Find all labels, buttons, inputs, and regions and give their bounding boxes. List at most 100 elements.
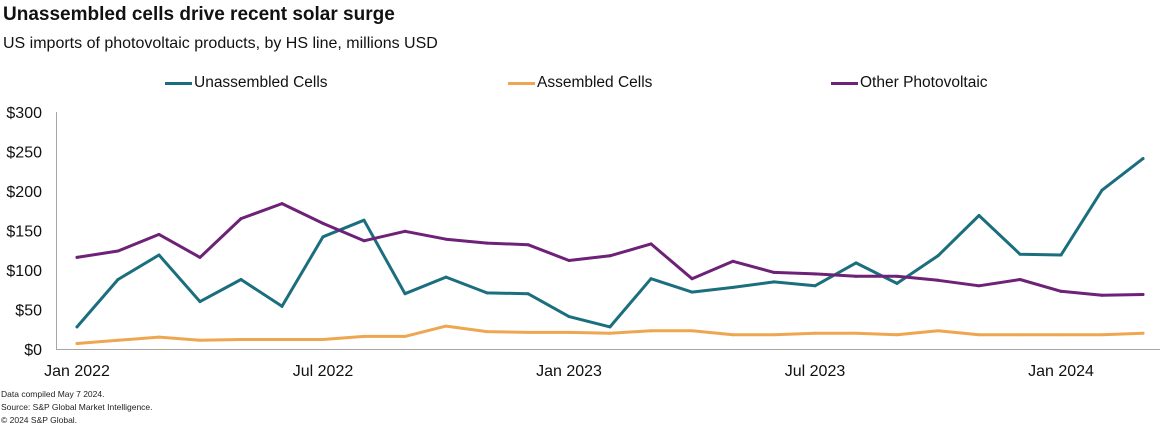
data-point-unassembled-cells: [403, 292, 407, 296]
x-tick-label: Jul 2023: [785, 363, 846, 380]
footer-copyright: © 2024 S&P Global.: [1, 415, 78, 425]
series-line-assembled-cells: [75, 324, 1145, 345]
data-point-other-photovoltaic: [1018, 277, 1022, 281]
data-point-unassembled-cells: [280, 304, 284, 308]
data-point-other-photovoltaic: [772, 270, 776, 274]
legend-swatch-assembled-cells: [508, 81, 535, 85]
data-point-unassembled-cells: [116, 277, 120, 281]
data-point-unassembled-cells: [977, 213, 981, 217]
data-point-unassembled-cells: [444, 275, 448, 279]
data-point-other-photovoltaic: [280, 202, 284, 206]
data-point-other-photovoltaic: [1141, 292, 1145, 296]
data-point-assembled-cells: [485, 330, 489, 334]
data-point-assembled-cells: [690, 329, 694, 333]
legend-swatch-other-photovoltaic: [831, 81, 858, 85]
data-point-assembled-cells: [403, 334, 407, 338]
footer-source: Source: S&P Global Market Intelligence.: [1, 402, 153, 412]
data-point-assembled-cells: [936, 329, 940, 333]
data-point-other-photovoltaic: [813, 272, 817, 276]
data-point-unassembled-cells: [75, 325, 79, 329]
data-point-other-photovoltaic: [403, 229, 407, 233]
data-point-assembled-cells: [772, 333, 776, 337]
data-point-assembled-cells: [239, 338, 243, 342]
series-lines: [75, 157, 1145, 345]
data-point-assembled-cells: [977, 333, 981, 337]
data-point-unassembled-cells: [731, 285, 735, 289]
data-point-assembled-cells: [1018, 333, 1022, 337]
data-point-other-photovoltaic: [198, 255, 202, 259]
data-point-assembled-cells: [567, 330, 571, 334]
data-point-unassembled-cells: [157, 253, 161, 257]
data-point-assembled-cells: [1100, 333, 1104, 337]
data-point-other-photovoltaic: [1059, 289, 1063, 293]
data-point-other-photovoltaic: [362, 239, 366, 243]
data-point-unassembled-cells: [567, 315, 571, 319]
data-point-unassembled-cells: [690, 290, 694, 294]
x-tick-label: Jan 2022: [44, 363, 110, 380]
data-point-assembled-cells: [75, 341, 79, 345]
y-tick-label: $100: [6, 263, 42, 280]
data-point-unassembled-cells: [854, 261, 858, 265]
y-tick-label: $200: [6, 184, 42, 201]
data-point-unassembled-cells: [895, 281, 899, 285]
data-point-assembled-cells: [1141, 331, 1145, 335]
x-axis-labels: Jan 2022 Jul 2022 Jan 2023 Jul 2023 Jan 2024: [44, 363, 1094, 380]
legend-label-assembled-cells: Assembled Cells: [537, 74, 653, 91]
chart-subtitle: US imports of photovoltaic products, by …: [3, 35, 438, 52]
data-point-unassembled-cells: [526, 292, 530, 296]
data-point-other-photovoltaic: [1100, 293, 1104, 297]
data-point-unassembled-cells: [608, 325, 612, 329]
data-point-assembled-cells: [526, 330, 530, 334]
data-point-other-photovoltaic: [690, 277, 694, 281]
data-point-assembled-cells: [608, 331, 612, 335]
series-line-unassembled-cells: [75, 157, 1145, 329]
data-point-unassembled-cells: [1141, 157, 1145, 161]
legend-label-other-photovoltaic: Other Photovoltaic: [860, 74, 988, 91]
data-point-unassembled-cells: [362, 218, 366, 222]
footer-data-compiled: Data compiled May 7 2024.: [1, 389, 105, 399]
data-point-unassembled-cells: [649, 277, 653, 281]
data-point-unassembled-cells: [198, 300, 202, 304]
data-point-unassembled-cells: [321, 235, 325, 239]
data-point-unassembled-cells: [485, 291, 489, 295]
data-point-other-photovoltaic: [895, 274, 899, 278]
data-point-unassembled-cells: [772, 280, 776, 284]
y-tick-label: $0: [24, 342, 42, 359]
data-point-other-photovoltaic: [977, 284, 981, 288]
data-point-other-photovoltaic: [608, 254, 612, 258]
data-point-assembled-cells: [854, 331, 858, 335]
data-point-other-photovoltaic: [485, 241, 489, 245]
data-point-assembled-cells: [116, 338, 120, 342]
data-point-other-photovoltaic: [649, 242, 653, 246]
data-point-other-photovoltaic: [444, 237, 448, 241]
y-tick-label: $300: [6, 105, 42, 122]
data-point-assembled-cells: [280, 338, 284, 342]
data-point-other-photovoltaic: [936, 278, 940, 282]
data-point-assembled-cells: [895, 333, 899, 337]
data-point-assembled-cells: [731, 333, 735, 337]
y-axis-labels: $0 $50 $100 $150 $200 $250 $300: [6, 105, 42, 359]
y-tick-label: $50: [15, 303, 42, 320]
legend-item-other-photovoltaic: Other Photovoltaic: [831, 74, 988, 92]
y-tick-label: $150: [6, 224, 42, 241]
legend-label-unassembled-cells: Unassembled Cells: [194, 74, 328, 91]
data-point-unassembled-cells: [1018, 252, 1022, 256]
data-point-unassembled-cells: [936, 254, 940, 258]
data-point-other-photovoltaic: [731, 259, 735, 263]
data-point-other-photovoltaic: [75, 255, 79, 259]
data-point-other-photovoltaic: [854, 274, 858, 278]
data-point-assembled-cells: [198, 338, 202, 342]
data-point-unassembled-cells: [1059, 253, 1063, 257]
data-point-assembled-cells: [649, 329, 653, 333]
data-point-assembled-cells: [321, 338, 325, 342]
data-point-other-photovoltaic: [116, 249, 120, 253]
data-point-assembled-cells: [157, 335, 161, 339]
data-point-other-photovoltaic: [321, 221, 325, 225]
legend-swatch-unassembled-cells: [165, 81, 192, 85]
data-point-assembled-cells: [1059, 333, 1063, 337]
x-tick-label: Jan 2023: [536, 363, 602, 380]
data-point-other-photovoltaic: [239, 217, 243, 221]
data-point-other-photovoltaic: [157, 232, 161, 236]
legend-item-assembled-cells: Assembled Cells: [508, 74, 652, 92]
